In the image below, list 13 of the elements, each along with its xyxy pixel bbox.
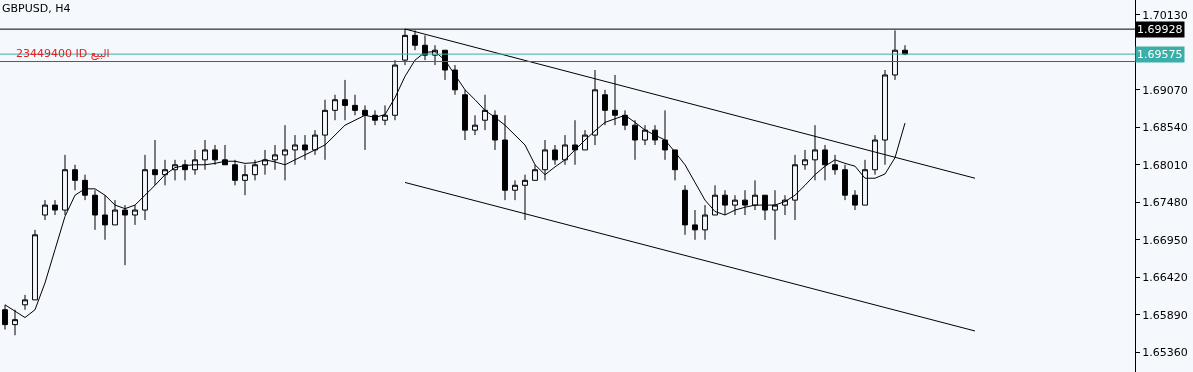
- y-tick-label: 1.70130: [1142, 8, 1188, 22]
- y-tick-label: 1.66420: [1142, 271, 1188, 285]
- y-tick-label: 1.65360: [1142, 346, 1188, 360]
- y-tick-label: 1.68540: [1142, 121, 1188, 135]
- ref-line-label: 23449400 ID البيع: [16, 47, 110, 60]
- y-tick-label: 1.65890: [1142, 308, 1188, 322]
- y-tick-label: 1.67480: [1142, 196, 1188, 210]
- y-tick-label: 1.68010: [1142, 158, 1188, 172]
- y-tick-label: 1.66950: [1142, 233, 1188, 247]
- y-tick-label: 1.69070: [1142, 83, 1188, 97]
- chart-title: GBPUSD, H4: [2, 2, 71, 15]
- ref-line-label: 1.69575: [1137, 48, 1183, 61]
- ref-line-label: 1.69928: [1137, 23, 1183, 36]
